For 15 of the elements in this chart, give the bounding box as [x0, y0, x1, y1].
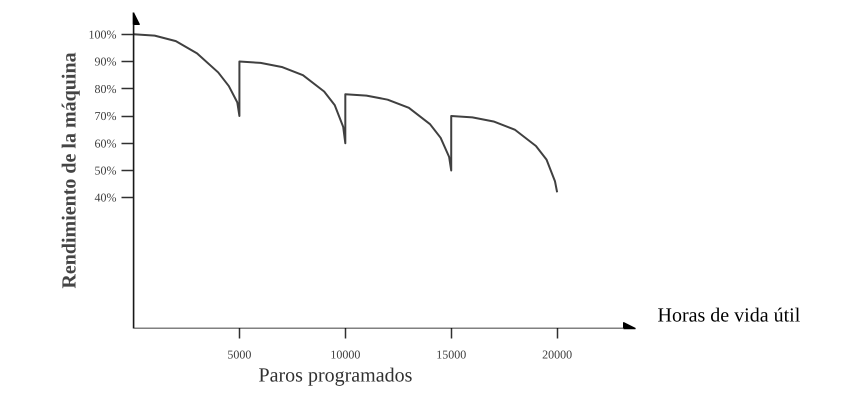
x-tick-label: 15000	[436, 348, 466, 362]
x-tick-label: 5000	[227, 348, 252, 362]
y-tick-label: 100%	[88, 27, 117, 42]
text: Horas de vida útil	[658, 304, 801, 326]
x-tick-label: 20000	[542, 348, 572, 362]
y-tick-label: 90%	[94, 54, 117, 69]
line-series	[134, 33, 558, 194]
y-tick-label: 70%	[94, 109, 117, 124]
x-tick-label: 10000	[330, 348, 360, 362]
x-axis-title: Paros programados	[258, 364, 413, 386]
y-tick-label: 50%	[94, 164, 117, 178]
y-axis-title: Rendimiento de la máquina	[58, 52, 81, 289]
y-tick-label: 60%	[94, 136, 117, 150]
y-tick-label: 80%	[94, 82, 117, 96]
y-tick-label: 40%	[94, 190, 117, 205]
